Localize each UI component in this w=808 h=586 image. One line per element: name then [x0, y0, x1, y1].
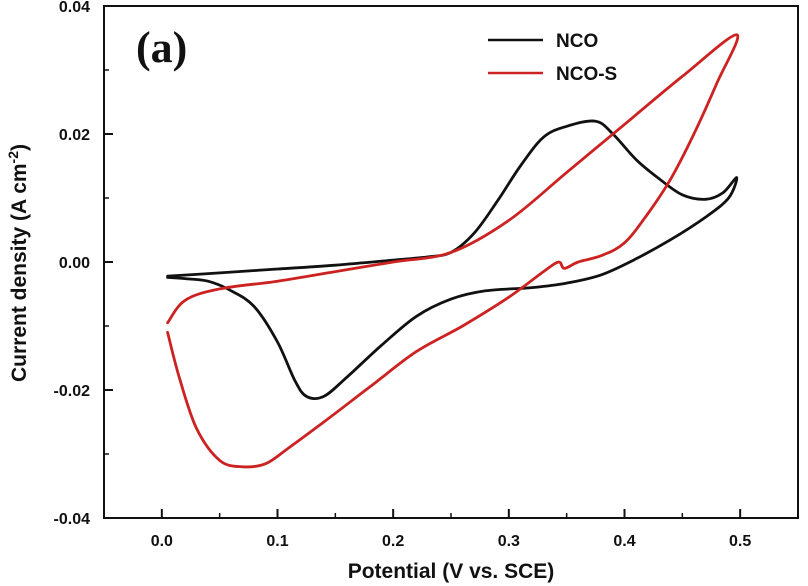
y-axis-title-superscript: -2	[5, 151, 21, 164]
series-line-nco	[166, 119, 739, 401]
y-tick-label: -0.02	[54, 383, 91, 400]
x-tick-label: 0.5	[729, 533, 751, 550]
y-tick-label: 0.02	[59, 127, 90, 144]
x-tick-label: 0.4	[613, 533, 635, 550]
series-line-nco-s	[166, 33, 740, 469]
legend-label-nco-s: NCO-S	[556, 64, 617, 85]
y-tick-label: 0.04	[59, 0, 90, 16]
x-tick-label: 0.2	[382, 533, 404, 550]
axis-ticks: 0.0 0.1 0.2 0.3 0.4 0.5 -0.04 -0.02 0.00 0.02 0.04	[54, 0, 799, 550]
x-tick-label: 0.3	[498, 533, 520, 550]
x-tick-label: 0.0	[151, 533, 173, 550]
plot-frame	[103, 5, 799, 519]
y-axis-title-close: )	[8, 144, 31, 151]
y-tick-label: 0.00	[59, 255, 90, 272]
panel-label: (a)	[136, 23, 187, 72]
x-axis-title: Potential (V vs. SCE)	[348, 560, 555, 583]
series-layer	[166, 33, 740, 469]
legend: NCO NCO-S	[488, 31, 617, 85]
x-tick-label: 0.1	[266, 533, 288, 550]
y-axis-title: Current density (A cm-2)	[5, 144, 31, 382]
y-tick-label: -0.04	[54, 511, 91, 528]
legend-label-nco: NCO	[556, 31, 598, 52]
y-axis-title-main: Current density (A cm	[8, 163, 31, 382]
